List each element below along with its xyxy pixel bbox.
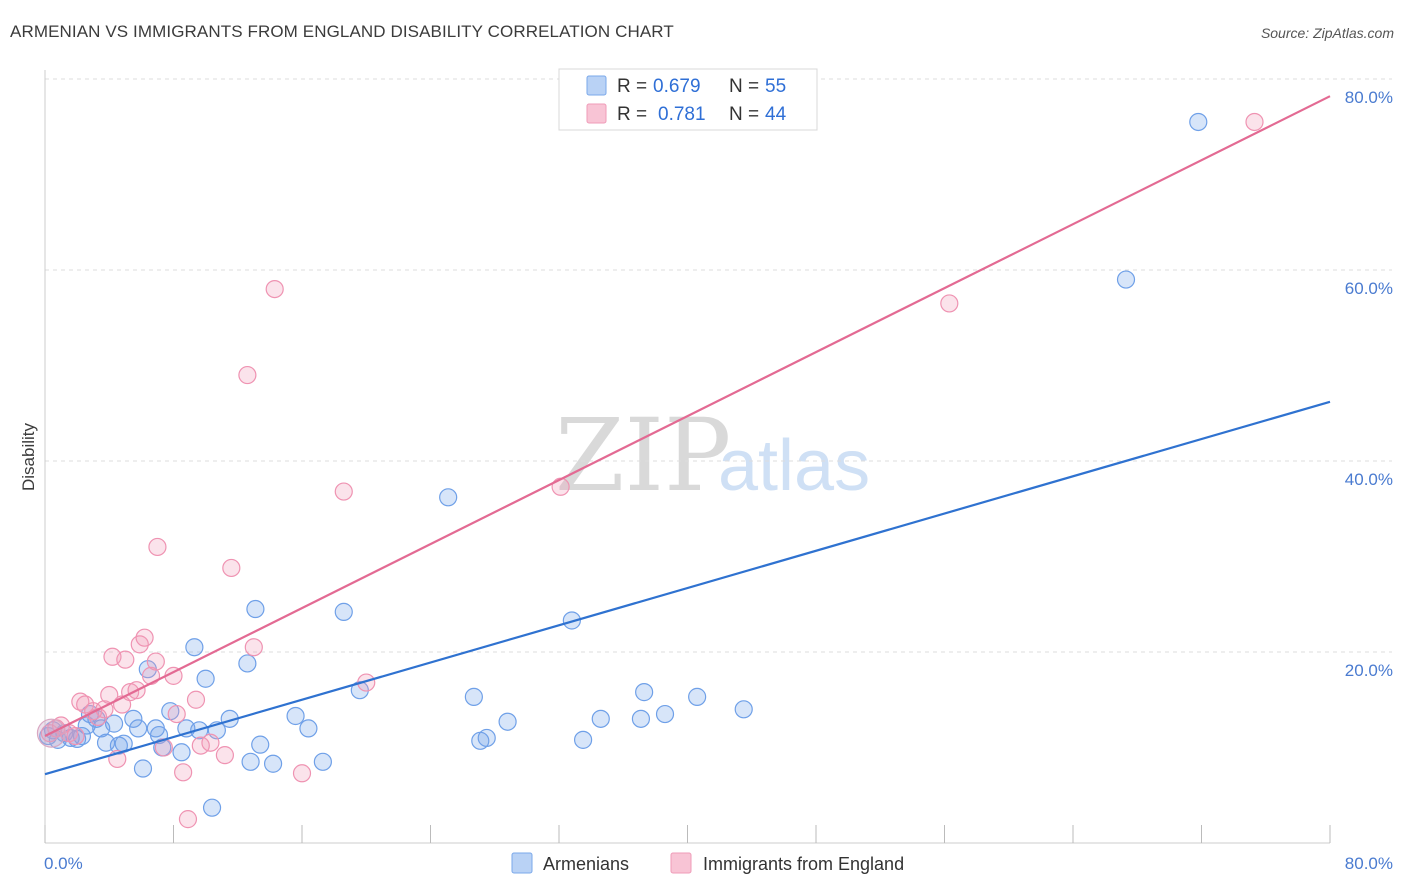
- gridlines: [45, 78, 1392, 653]
- armenians-point: [251, 735, 270, 754]
- armenians-point: [124, 709, 143, 728]
- england-point: [265, 280, 284, 299]
- source-label: Source: ZipAtlas.com: [1260, 25, 1394, 41]
- armenians-point: [688, 687, 707, 706]
- armenians-point: [299, 719, 318, 738]
- england-point: [178, 810, 198, 829]
- y-tick-label: 40.0%: [1345, 470, 1393, 489]
- legend-r-value-1: 0.781: [658, 104, 706, 125]
- england-point: [71, 692, 90, 711]
- england-point: [940, 294, 959, 313]
- trend-lines: [44, 95, 1331, 776]
- england-point: [146, 652, 165, 671]
- armenians-point: [477, 728, 496, 748]
- armenians-point: [464, 687, 483, 706]
- y-tick-labels: 20.0% 40.0% 60.0% 80.0%: [1345, 88, 1393, 680]
- england-trend-line: [44, 95, 1331, 738]
- armenians-point: [635, 683, 654, 702]
- armenians-point: [591, 709, 610, 728]
- armenians-point: [246, 599, 265, 619]
- armenians-point: [172, 743, 191, 762]
- england-point: [1245, 112, 1264, 132]
- england-point: [135, 628, 154, 647]
- armenians-point: [1189, 112, 1208, 132]
- legend-r-label-1: R =: [617, 104, 647, 125]
- england-point: [244, 638, 263, 657]
- legend-n-value-0: 55: [765, 76, 786, 97]
- y-tick-label: 80.0%: [1345, 88, 1393, 107]
- chart-title: ARMENIAN VS IMMIGRANTS FROM ENGLAND DISA…: [10, 22, 674, 41]
- x-tick-label-min: 0.0%: [44, 854, 83, 873]
- armenians-point: [334, 602, 353, 621]
- y-tick-label: 60.0%: [1345, 279, 1393, 298]
- y-axis-label: Disability: [19, 422, 38, 491]
- legend-r-label-0: R =: [617, 76, 647, 97]
- england-point: [201, 733, 220, 752]
- armenians-point: [238, 654, 257, 673]
- legend-n-label-1: N =: [729, 104, 759, 125]
- england-point: [215, 746, 234, 765]
- bottom-legend-armenians: Armenians: [543, 854, 629, 874]
- legend-n-label-0: N =: [729, 76, 759, 97]
- stats-legend: R = 0.679 N = 55 R = 0.781 N = 44: [558, 68, 818, 131]
- armenians-point: [185, 638, 204, 657]
- watermark-zip: ZIP: [555, 397, 731, 514]
- y-tick-label: 20.0%: [1345, 661, 1393, 680]
- england-point: [116, 650, 135, 669]
- armenians-point: [439, 488, 458, 507]
- legend-r-value-0: 0.679: [653, 76, 701, 97]
- bottom-legend-swatch-england: [670, 852, 692, 874]
- england-point: [66, 726, 85, 746]
- england-point: [292, 764, 312, 783]
- armenians-point: [129, 719, 148, 738]
- armenians-point: [196, 669, 215, 688]
- legend-swatch-armenians: [586, 75, 607, 96]
- armenians-point: [286, 706, 305, 726]
- bottom-legend-england: Immigrants from England: [703, 854, 904, 874]
- bottom-legend-swatch-armenians: [511, 852, 533, 874]
- armenians-point: [631, 709, 651, 728]
- legend-swatch-england: [586, 103, 607, 124]
- armenians-point: [1116, 270, 1136, 289]
- armenians-point: [350, 681, 369, 700]
- england-point: [167, 704, 186, 724]
- england-point: [551, 477, 570, 496]
- england-point: [334, 482, 353, 501]
- armenians-point: [498, 712, 517, 731]
- armenians-point: [202, 798, 222, 817]
- armenians-point: [655, 704, 675, 724]
- x-ticks: [44, 825, 1331, 843]
- england-point: [222, 558, 241, 578]
- armenians-point: [734, 700, 753, 719]
- england-point: [174, 763, 193, 782]
- armenians-point: [263, 754, 283, 773]
- armenians-trend-line: [44, 400, 1331, 776]
- watermark-atlas: atlas: [718, 426, 870, 506]
- armenians-point: [241, 752, 260, 771]
- england-point: [238, 365, 257, 385]
- england-point: [148, 537, 167, 557]
- armenians-point: [104, 714, 124, 733]
- series-legend: Armenians Immigrants from England: [511, 852, 904, 874]
- england-point: [186, 690, 206, 709]
- armenians-point: [133, 759, 153, 778]
- armenians-point: [573, 730, 593, 749]
- x-tick-label-max: 80.0%: [1345, 854, 1393, 873]
- armenians-point: [313, 752, 332, 771]
- legend-n-value-1: 44: [765, 104, 787, 125]
